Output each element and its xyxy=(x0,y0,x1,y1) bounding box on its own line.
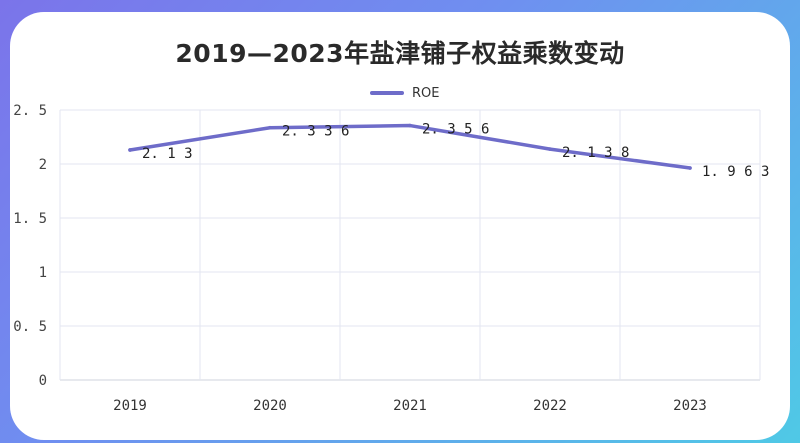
x-tick-label: 2020 xyxy=(253,398,287,414)
data-point xyxy=(128,148,132,152)
y-tick-label: 1 xyxy=(39,265,47,281)
data-label: 2. 3 5 6 xyxy=(422,122,489,138)
x-axis-ticks: 2019 2020 2021 2022 2023 xyxy=(113,398,707,414)
y-tick-label: 0 xyxy=(39,373,47,389)
series-roe xyxy=(128,123,692,170)
legend: ROE xyxy=(370,84,439,102)
legend-label-roe: ROE xyxy=(412,85,440,101)
data-label: 2. 1 3 xyxy=(142,146,193,162)
data-point xyxy=(688,166,692,170)
data-point xyxy=(268,125,272,130)
data-label: 2. 1 3 8 xyxy=(562,145,629,161)
y-tick-label: 0. 5 xyxy=(13,319,47,335)
chart-card: 2019—2023年盐津铺子权益乘数变动 ROE xyxy=(10,12,790,440)
legend-swatch-roe xyxy=(370,91,404,95)
chart-title: 2019—2023年盐津铺子权益乘数变动 xyxy=(175,39,625,68)
y-tick-label: 2 xyxy=(39,157,47,173)
y-axis-ticks: 0 0. 5 1 1. 5 2 2. 5 xyxy=(13,103,47,389)
data-label: 2. 3 3 6 xyxy=(282,124,349,140)
data-point xyxy=(548,147,552,151)
data-label: 1. 9 6 3 xyxy=(702,164,769,180)
data-labels: 2. 1 3 2. 3 3 6 2. 3 5 6 2. 1 3 8 1. 9 6 3 xyxy=(142,122,769,180)
x-tick-label: 2023 xyxy=(673,398,707,414)
x-tick-label: 2021 xyxy=(393,398,427,414)
y-tick-label: 2. 5 xyxy=(13,103,47,119)
x-tick-label: 2022 xyxy=(533,398,567,414)
grid xyxy=(59,109,761,381)
y-tick-label: 1. 5 xyxy=(13,211,47,227)
x-tick-label: 2019 xyxy=(113,398,147,414)
data-point xyxy=(408,123,412,128)
